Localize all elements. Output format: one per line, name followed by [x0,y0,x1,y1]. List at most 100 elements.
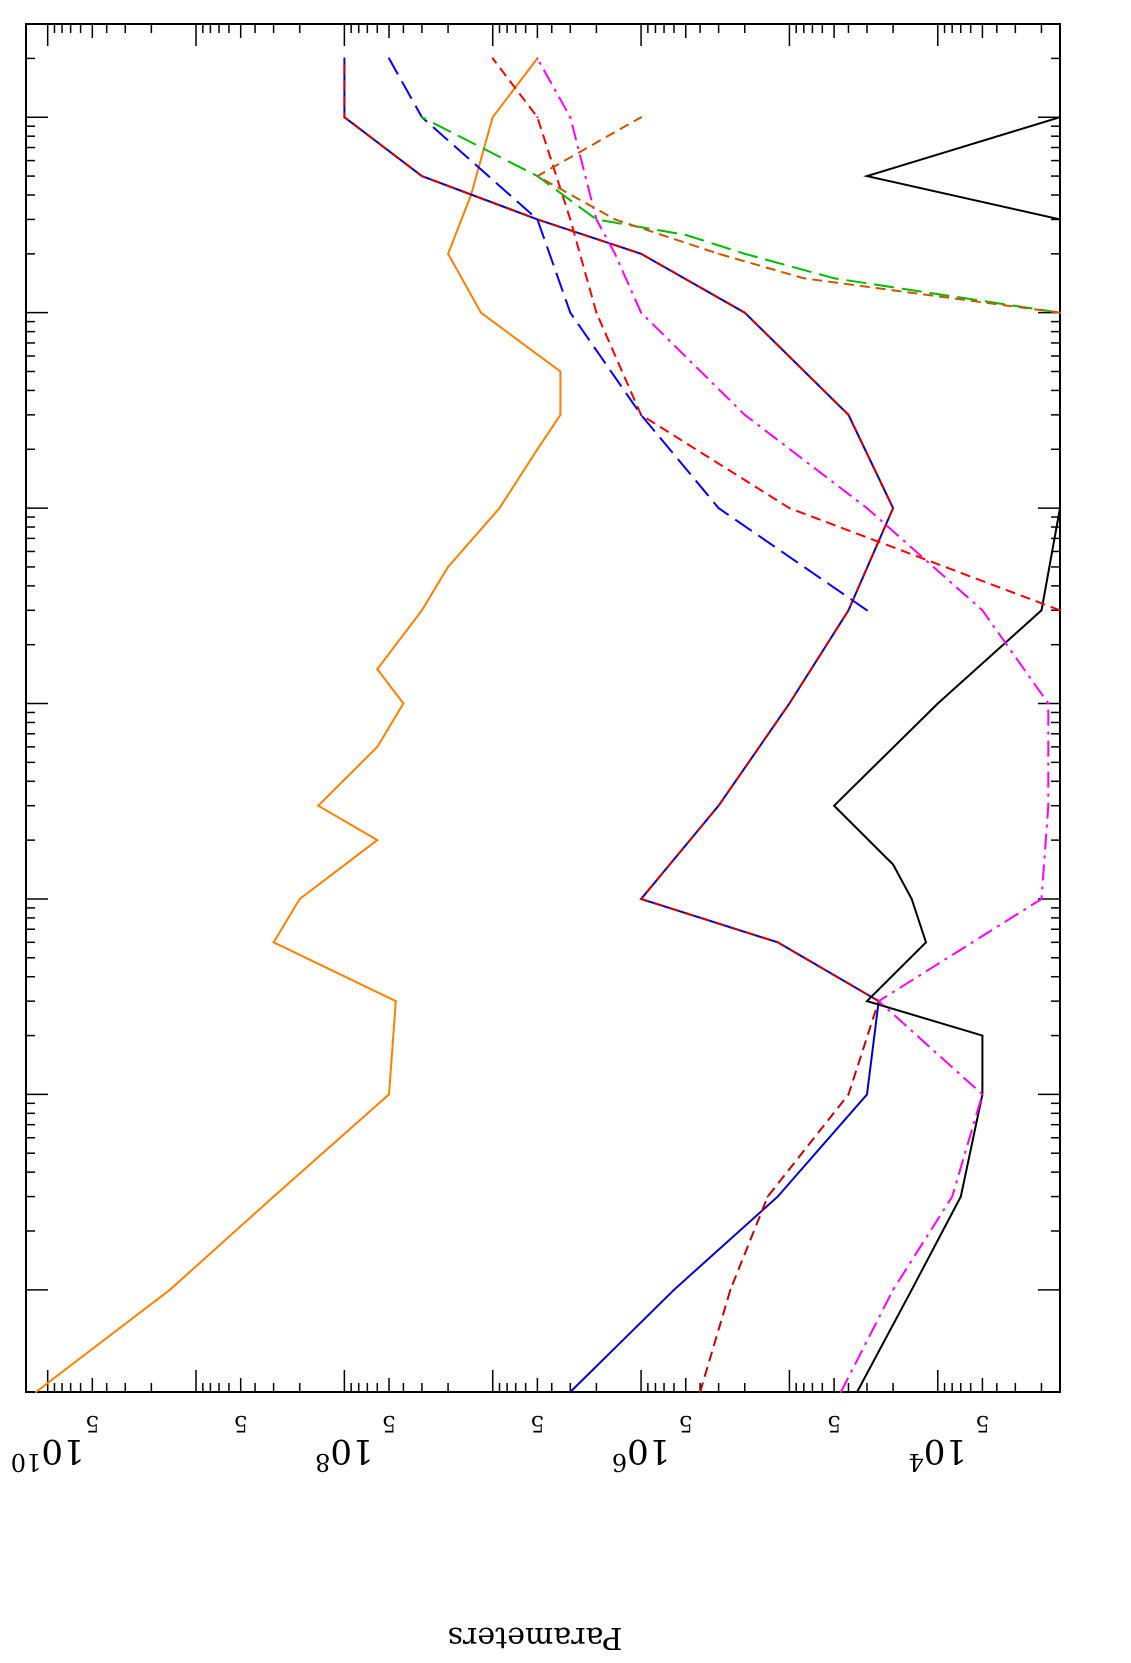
data-point [420,116,423,119]
y-minor-tick-label: 5 [85,1410,99,1435]
data-point [536,218,539,221]
data-point [959,1195,962,1198]
data-point [788,702,791,705]
data-point [1059,311,1061,314]
data-point [640,252,643,255]
y-minor-tick-label: 5 [975,1410,989,1435]
y-major-tick-label: 104 [909,1431,968,1476]
data-point [892,507,895,510]
data-point [839,1391,842,1393]
data-point [298,898,301,900]
data-point [717,252,720,255]
data-point [743,413,746,416]
data-point [388,1093,390,1096]
y-major-tick-label: 1010 [11,1431,85,1476]
data-point [856,1391,859,1393]
data-point [1059,609,1061,612]
data-point [559,413,562,416]
series-layer [34,57,1061,1393]
data-point [536,175,539,178]
data-point [910,898,913,900]
data-point [491,116,494,119]
data-point [402,702,405,705]
data-point [892,1288,895,1291]
data-point [498,507,501,510]
data-point [420,609,423,612]
data-point [866,1093,868,1096]
data-point [614,252,616,255]
data-point [717,804,720,807]
data-point [1040,898,1043,900]
data-point [925,941,927,944]
data-point [420,175,423,178]
data-point [981,609,984,612]
data-point [1047,804,1050,807]
data-point [536,448,539,451]
data-point [981,1093,984,1096]
data-point [776,1195,779,1198]
data-point [376,668,379,671]
y-major-tick-label: 106 [612,1431,671,1476]
data-point [343,116,346,119]
data-point [569,116,572,119]
data-point [536,116,539,119]
data-point [388,57,390,60]
series-line-1 [343,58,895,1393]
data-point [892,863,895,866]
data-point [34,1391,37,1393]
data-point [1059,116,1061,119]
data-point [536,57,539,60]
data-point [376,745,379,748]
axis-ticks [26,23,1060,1392]
data-point [699,1391,702,1393]
data-point [951,1195,954,1198]
data-point [866,507,868,510]
y-axis-label: Parameters [448,1620,623,1655]
data-point [595,311,598,314]
data-point [168,1288,171,1291]
data-point [866,609,868,612]
data-point [717,507,720,510]
y-major-tick-label: 108 [315,1431,374,1476]
y-minor-tick-label: 5 [679,1410,693,1435]
y-minor-tick-label: 5 [530,1410,544,1435]
data-point [394,643,397,646]
data-point [1059,252,1061,255]
data-point [802,277,805,280]
data-point [673,1288,675,1291]
data-point [480,311,482,314]
data-point [317,804,320,807]
data-point [847,609,850,612]
data-point [640,413,643,416]
data-point [847,413,850,416]
data-point [684,233,687,236]
data-point [877,1000,880,1003]
data-point [866,175,868,178]
data-point [833,804,836,807]
data-point [1059,507,1061,510]
data-point [569,218,572,221]
series-line-2 [343,58,895,1393]
y-minor-tick-label: 5 [827,1410,841,1435]
data-point [866,1000,868,1003]
data-point [272,941,275,944]
data-point [936,702,939,705]
data-point [1059,413,1061,416]
data-point [833,277,836,280]
data-point [743,311,746,314]
data-point [447,252,450,255]
data-point [614,218,616,221]
data-point [776,941,779,944]
data-point [559,370,562,373]
data-point [272,1195,275,1198]
data-point [376,839,379,842]
data-point [394,1000,397,1003]
y-minor-tick-label: 5 [234,1410,248,1435]
series-line-5 [491,57,1061,612]
data-point [640,116,643,119]
data-point [1040,609,1043,612]
data-point [788,507,791,510]
data-point [910,1288,913,1291]
